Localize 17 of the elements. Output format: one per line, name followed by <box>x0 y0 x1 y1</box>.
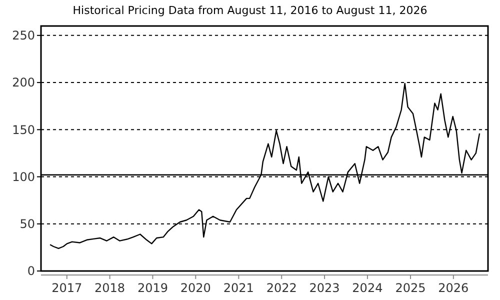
y-tick-label: 150 <box>12 122 35 137</box>
x-tick-label: 2017 <box>52 281 82 295</box>
x-tick-label: 2026 <box>438 281 469 295</box>
x-tick-label: 2024 <box>352 281 383 295</box>
x-tick-label: 2019 <box>137 281 168 295</box>
x-tick-label: 2023 <box>309 281 340 295</box>
x-tick-label: 2022 <box>266 281 297 295</box>
y-tick-label: 0 <box>27 264 35 278</box>
x-tick-label: 2021 <box>223 281 254 295</box>
x-tick-label: 2020 <box>180 281 211 295</box>
y-tick-label: 250 <box>12 28 35 43</box>
x-tick-label: 2025 <box>395 281 426 295</box>
y-tick-label: 100 <box>12 170 35 184</box>
y-tick-label: 50 <box>20 217 35 232</box>
chart-title: Historical Pricing Data from August 11, 2016 to August 11, 2026 <box>72 4 428 17</box>
y-tick-label: 200 <box>12 76 35 90</box>
x-tick-label: 2018 <box>94 281 126 295</box>
